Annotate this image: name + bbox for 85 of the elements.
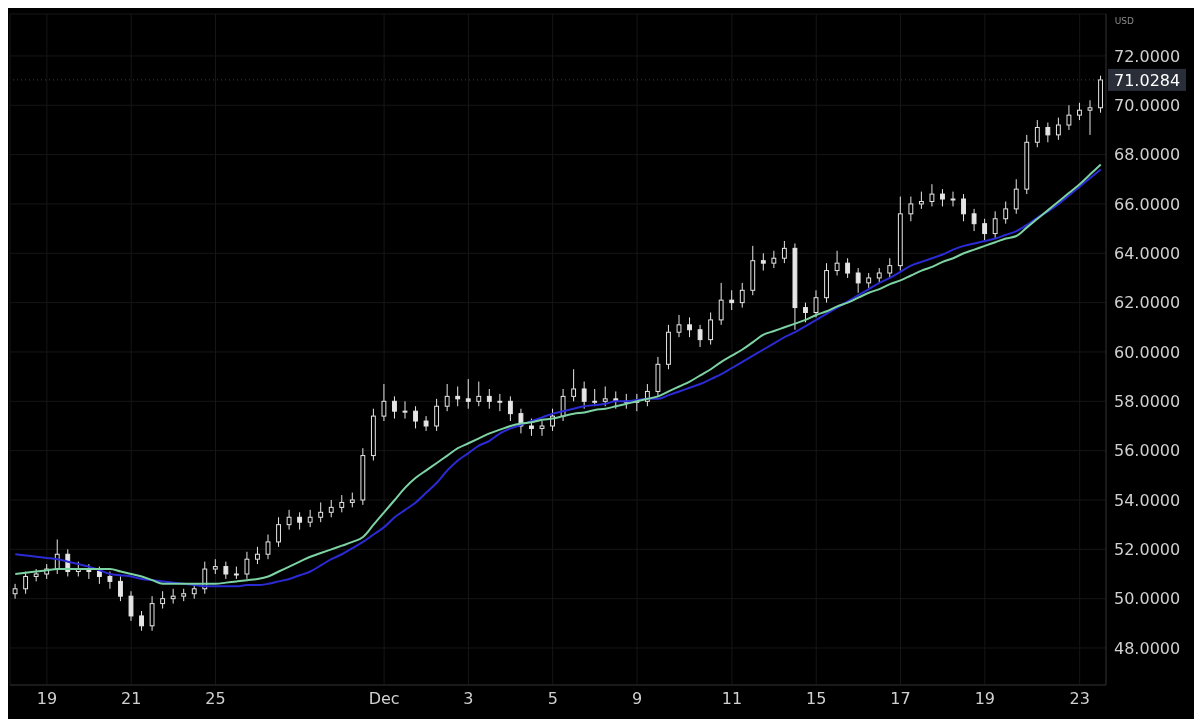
y-tick-label: 66.0000 bbox=[1114, 194, 1181, 214]
x-tick-label: 17 bbox=[890, 689, 911, 709]
y-tick-label: 48.0000 bbox=[1114, 638, 1181, 658]
candlestick bbox=[139, 610, 144, 632]
candlestick bbox=[318, 501, 324, 523]
candlestick bbox=[276, 516, 281, 548]
candlestick bbox=[118, 575, 123, 602]
candlestick bbox=[244, 551, 250, 580]
candlestick bbox=[771, 250, 777, 269]
candlestick bbox=[128, 590, 134, 622]
candlestick bbox=[223, 561, 229, 580]
candlestick bbox=[497, 393, 503, 412]
candlestick bbox=[834, 250, 840, 276]
candlestick bbox=[845, 257, 851, 279]
candlestick bbox=[1055, 117, 1061, 141]
candlestick bbox=[1034, 119, 1040, 148]
candlestick bbox=[476, 381, 482, 407]
candlestick bbox=[444, 383, 450, 412]
x-tick-label: 5 bbox=[547, 689, 558, 709]
candlestick bbox=[961, 193, 966, 222]
y-tick-label: 50.0000 bbox=[1114, 589, 1181, 609]
y-axis-title: USD bbox=[1114, 16, 1134, 26]
candlestick bbox=[950, 191, 956, 207]
candlestick bbox=[413, 405, 418, 429]
x-tick-label: 15 bbox=[806, 689, 827, 709]
candlestick bbox=[286, 509, 292, 531]
x-tick-label: 11 bbox=[721, 689, 743, 709]
x-tick-label: Dec bbox=[368, 689, 400, 709]
candlestick bbox=[265, 534, 271, 560]
y-tick-label: 54.0000 bbox=[1114, 490, 1181, 510]
x-tick-label: 9 bbox=[631, 689, 643, 709]
candlestick bbox=[1003, 200, 1009, 225]
candlestick bbox=[718, 282, 724, 326]
candlestick bbox=[571, 368, 577, 402]
candlestick bbox=[855, 267, 861, 294]
candlestick bbox=[1066, 104, 1072, 131]
x-tick-label: 23 bbox=[1069, 689, 1090, 709]
y-tick-label: 70.0000 bbox=[1114, 95, 1181, 115]
candlestick bbox=[676, 314, 682, 338]
candlestick bbox=[739, 282, 745, 309]
candlestick bbox=[381, 383, 387, 422]
y-tick-label: 56.0000 bbox=[1114, 441, 1181, 461]
candlestick bbox=[813, 289, 819, 318]
candlestick bbox=[908, 196, 914, 222]
candlestick bbox=[781, 240, 787, 264]
candlestick bbox=[602, 386, 608, 407]
candlestick bbox=[729, 289, 735, 311]
x-tick-label: 25 bbox=[205, 689, 226, 709]
candlestick bbox=[455, 386, 461, 407]
candlestick bbox=[12, 583, 18, 600]
candlestick bbox=[402, 400, 408, 420]
candlestick bbox=[465, 378, 471, 410]
candlestick bbox=[1045, 122, 1051, 143]
candlestick bbox=[697, 324, 703, 348]
candlestick bbox=[423, 415, 429, 432]
candlestick bbox=[887, 257, 893, 279]
x-tick-label: 19 bbox=[36, 689, 58, 709]
candlestick bbox=[982, 218, 988, 242]
candlestick bbox=[581, 381, 587, 410]
candlestick bbox=[929, 183, 935, 207]
candlestick bbox=[687, 316, 692, 338]
candlestick bbox=[107, 571, 113, 590]
y-tick-label: 68.0000 bbox=[1114, 145, 1181, 165]
x-tick-label: 3 bbox=[463, 689, 474, 709]
x-tick-label: 21 bbox=[121, 689, 142, 709]
candlestick bbox=[803, 302, 808, 323]
candlestick bbox=[992, 210, 998, 239]
candlestick bbox=[486, 388, 492, 410]
y-tick-label: 64.0000 bbox=[1114, 243, 1181, 263]
candlestick bbox=[392, 395, 397, 420]
y-tick-label: 72.0000 bbox=[1114, 46, 1181, 66]
candlestick bbox=[149, 595, 155, 632]
ref-line-label: 71.0284 bbox=[1114, 70, 1181, 90]
candlestick bbox=[507, 395, 513, 422]
y-tick-label: 62.0000 bbox=[1114, 293, 1181, 313]
y-tick-label: 60.0000 bbox=[1114, 342, 1181, 362]
candlestick bbox=[539, 420, 545, 437]
candlestick bbox=[971, 208, 977, 232]
candlestick bbox=[708, 312, 714, 346]
y-tick-label: 52.0000 bbox=[1114, 540, 1181, 559]
candlestick bbox=[1087, 99, 1093, 136]
candlestick bbox=[434, 398, 440, 432]
y-tick-label: 58.0000 bbox=[1114, 391, 1181, 411]
candlestick bbox=[1013, 178, 1019, 215]
x-tick-label: 19 bbox=[974, 689, 995, 709]
